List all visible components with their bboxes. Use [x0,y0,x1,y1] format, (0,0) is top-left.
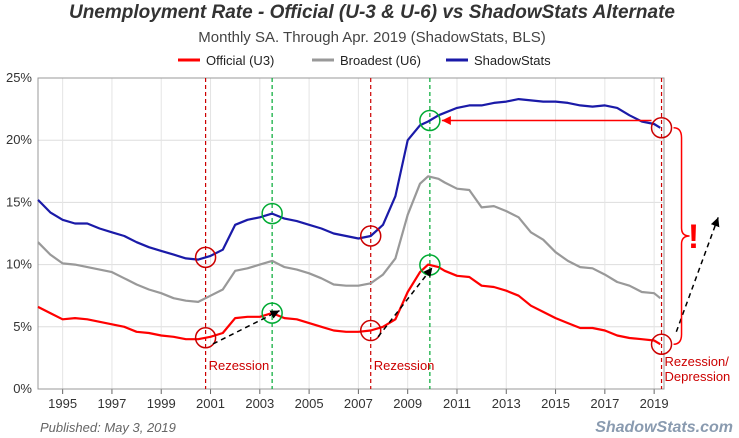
x-tick-label: 2003 [245,396,274,411]
peak-circle [419,109,441,132]
grid [38,77,664,390]
legend-label: Official (U3) [206,53,274,68]
x-tick-label: 1995 [48,396,77,411]
x-tick-label: 2011 [443,396,471,411]
brace [673,127,690,345]
x-tick-label: 2013 [492,396,521,411]
recession-label: Rezession/ [665,354,730,369]
trend-arrow [377,267,433,338]
annotations: ! Rezession Rezession Rezession/Depression [194,109,731,384]
legend: Official (U3) Broadest (U6) ShadowStats [178,53,551,68]
published-date: Published: May 3, 2019 [40,420,176,435]
series-line-u6 [37,175,661,303]
trough-circle [650,117,673,139]
x-tick-label: 2019 [640,396,669,411]
y-tick-label: 25% [6,70,32,85]
x-tick-label: 2009 [393,396,422,411]
legend-label: Broadest (U6) [340,53,421,68]
y-tick-label: 15% [6,194,32,209]
recession-label: Depression [665,369,731,384]
peak-circle [261,202,283,225]
chart-title: Unemployment Rate - Official (U-3 & U-6)… [69,2,675,23]
trough-circle [359,319,382,342]
axes: 0% 5% 10% 15% 20% 25% 1995 1997 1999 2001 2003 2005… [6,70,669,411]
y-tick-label: 10% [6,257,32,272]
annotation-lines [204,78,663,389]
trough-circle [194,246,217,269]
series-line-u3 [37,263,661,346]
exclamation-mark: ! [688,218,699,256]
peak-circle [261,302,283,324]
x-tick-label: 2015 [541,396,570,411]
x-tick-label: 1999 [147,396,176,411]
x-tick-label: 2005 [295,396,324,411]
series-lines [37,97,661,346]
y-tick-label: 5% [13,319,32,334]
x-tick-label: 2007 [344,396,373,411]
trough-circle [359,225,382,247]
plot-frame [37,77,665,390]
x-tick-label: 2017 [590,396,619,411]
trend-arrow [212,309,280,345]
x-tick-label: 2001 [196,396,225,411]
trend-arrow [675,217,720,333]
chart-subtitle: Monthly SA. Through Apr. 2019 (ShadowSta… [198,29,545,46]
series-line-shadowstats [37,97,661,261]
trough-circle [194,326,217,349]
recession-label: Rezession [374,358,435,373]
y-tick-label: 20% [6,132,32,147]
brand-logo: ShadowStats.com [595,419,733,436]
y-tick-label: 0% [13,381,32,396]
x-tick-label: 1997 [97,396,126,411]
recession-label: Rezession [209,358,270,373]
trough-circle [650,333,673,355]
legend-label: ShadowStats [474,53,551,68]
